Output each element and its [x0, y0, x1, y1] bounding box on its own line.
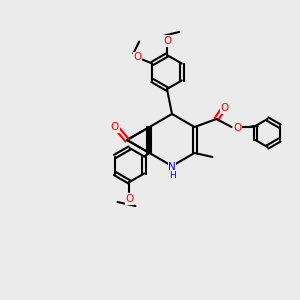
- Text: N: N: [168, 162, 176, 172]
- Text: H: H: [169, 172, 176, 181]
- Text: O: O: [133, 52, 141, 62]
- Text: O: O: [163, 36, 171, 46]
- Text: O: O: [233, 123, 242, 133]
- Text: O: O: [125, 194, 134, 204]
- Text: O: O: [111, 122, 119, 132]
- Text: O: O: [220, 103, 229, 113]
